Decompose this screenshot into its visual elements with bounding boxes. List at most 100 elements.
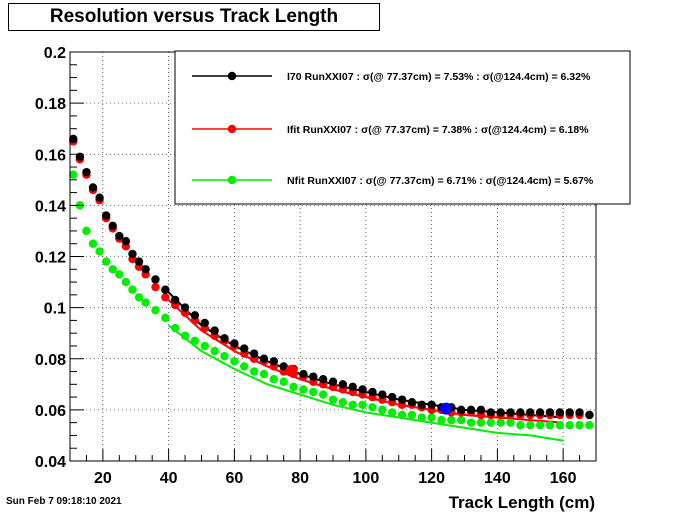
data-point	[397, 395, 407, 404]
data-point	[328, 395, 338, 404]
data-point	[486, 418, 495, 427]
data-point	[95, 247, 104, 256]
data-point	[210, 346, 219, 356]
data-point	[476, 418, 486, 427]
data-point	[555, 421, 565, 430]
data-point	[565, 408, 574, 417]
legend: I70 RunXXI07 : σ(@ 77.37cm) = 7.53% : σ(…	[174, 50, 631, 205]
data-point	[318, 390, 328, 399]
legend-marker	[227, 71, 237, 81]
fit-curves	[167, 291, 564, 442]
legend-marker	[227, 175, 237, 185]
data-point	[190, 311, 200, 320]
y-tick-label: 0.12	[35, 250, 66, 267]
data-point	[151, 275, 160, 284]
data-point	[506, 408, 515, 417]
x-axis-label: Track Length (cm)	[449, 493, 595, 512]
data-point	[299, 385, 308, 394]
data-point	[88, 183, 98, 192]
data-point	[101, 257, 111, 266]
data-point	[387, 408, 397, 417]
chart-title-box: Resolution versus Track Length	[8, 3, 380, 31]
data-point	[240, 362, 249, 371]
data-point	[348, 382, 357, 392]
data-point	[309, 372, 318, 381]
data-point	[427, 413, 436, 422]
data-point	[171, 323, 180, 333]
data-point	[289, 382, 298, 392]
x-tick-label: 140	[484, 470, 511, 487]
data-point	[397, 410, 407, 420]
data-point	[585, 410, 594, 420]
data-point	[565, 421, 574, 430]
data-point	[407, 398, 417, 407]
data-point	[82, 226, 91, 236]
data-point	[279, 362, 288, 371]
y-tick-label: 0.1	[44, 301, 66, 318]
data-point	[190, 336, 200, 346]
data-point	[466, 418, 476, 427]
chart-title: Resolution versus Track Length	[49, 6, 339, 27]
data-point	[358, 385, 367, 394]
legend-label: Nfit RunXXI07 : σ(@ 77.37cm) = 6.71% : σ…	[287, 175, 594, 187]
y-tick-label: 0.18	[35, 96, 66, 113]
data-point	[134, 257, 144, 266]
data-point	[141, 265, 150, 274]
data-point	[161, 293, 170, 302]
data-point	[496, 418, 505, 427]
data-point	[108, 221, 117, 231]
data-point	[151, 282, 160, 292]
data-point	[95, 193, 104, 202]
highlight-point	[285, 364, 298, 377]
y-tick-label: 0.04	[35, 454, 66, 471]
data-point	[368, 387, 377, 397]
data-point	[526, 408, 535, 417]
data-point	[407, 410, 417, 420]
x-tick-label: 120	[418, 470, 445, 487]
y-tick-label: 0.06	[35, 403, 66, 420]
data-point	[121, 277, 131, 287]
data-point	[128, 285, 137, 294]
data-point	[358, 400, 367, 409]
data-point	[210, 326, 219, 335]
data-point	[526, 421, 535, 430]
data-point	[555, 408, 565, 417]
data-points	[69, 134, 594, 430]
data-point	[108, 265, 117, 274]
data-point	[338, 398, 348, 407]
data-point	[249, 349, 259, 358]
data-point	[378, 390, 387, 399]
x-tick-label: 60	[225, 470, 243, 487]
fit-curve	[167, 324, 564, 442]
y-tick-label: 0.2	[44, 45, 66, 62]
data-point	[496, 408, 505, 417]
data-point	[69, 170, 78, 179]
data-point	[457, 405, 466, 415]
data-point	[269, 375, 279, 384]
data-point	[545, 408, 555, 417]
x-tick-label: 40	[160, 470, 178, 487]
data-point	[171, 295, 180, 305]
data-point	[299, 369, 308, 379]
data-point	[180, 303, 190, 312]
data-point	[128, 249, 137, 259]
data-point	[466, 405, 476, 415]
data-point	[575, 408, 584, 417]
data-point	[88, 239, 98, 248]
data-point	[161, 285, 170, 294]
data-point	[220, 351, 229, 361]
data-point	[437, 415, 446, 425]
data-point	[161, 313, 170, 323]
data-point	[387, 392, 397, 402]
highlight-point	[440, 402, 453, 415]
data-point	[575, 421, 584, 430]
data-point	[378, 405, 387, 415]
data-point	[141, 298, 150, 307]
data-point	[240, 344, 249, 353]
y-tick-label: 0.16	[35, 147, 66, 164]
data-point	[151, 305, 160, 315]
data-point	[82, 167, 91, 177]
x-tick-label: 160	[550, 470, 577, 487]
